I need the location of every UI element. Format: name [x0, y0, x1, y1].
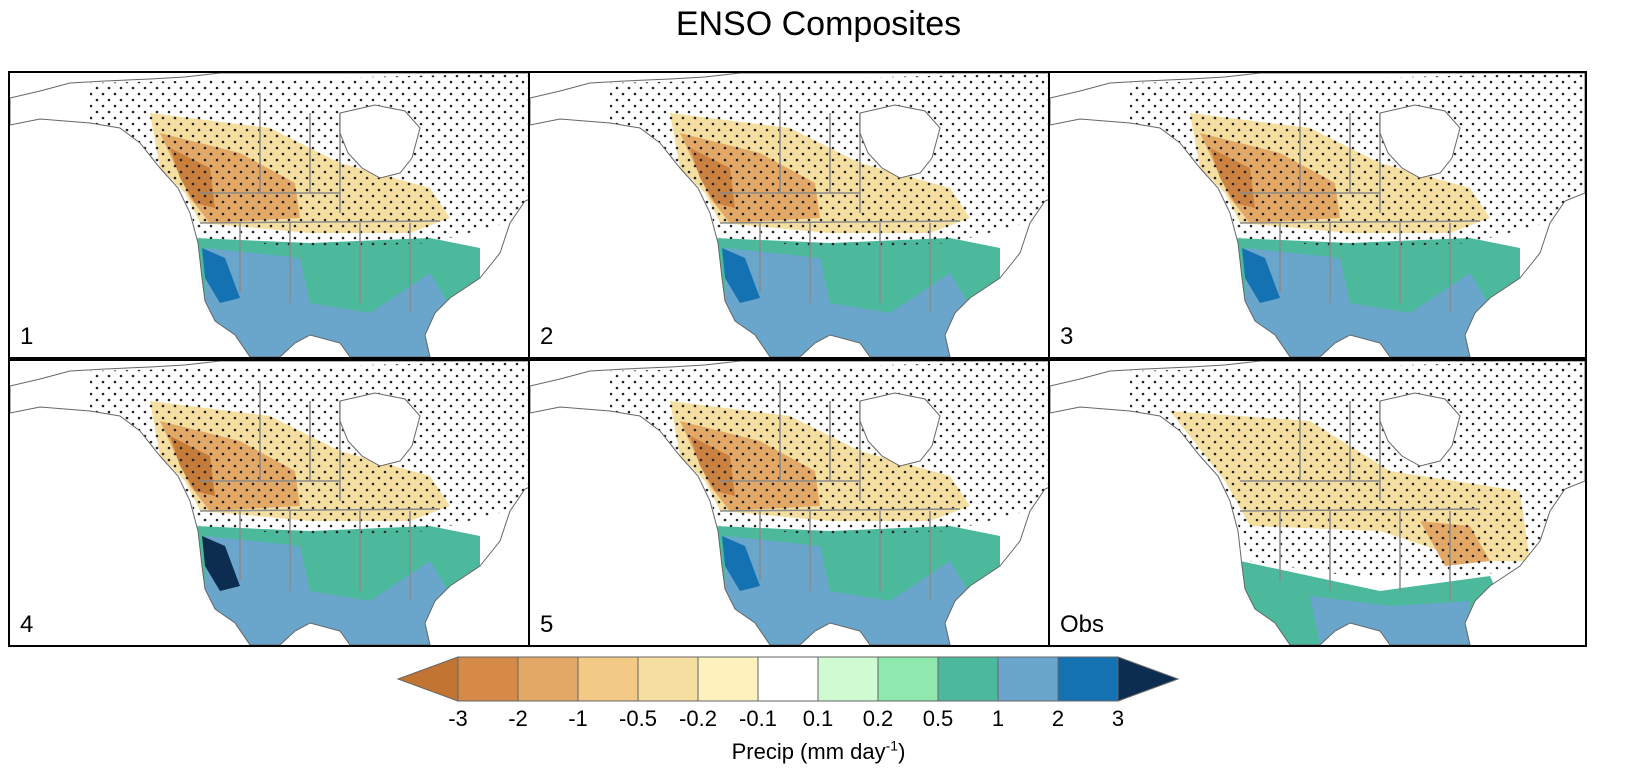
wet-anomaly-core — [725, 536, 980, 645]
colorbar-tick: -2 — [508, 706, 528, 731]
colorbar-tick: -0.5 — [619, 706, 657, 731]
colorbar-swatch — [757, 656, 819, 702]
colorbar-tick: -0.2 — [679, 706, 717, 731]
map-panel-3: 3 — [1048, 71, 1587, 359]
colorbar-swatch — [697, 656, 759, 702]
colorbar-arrow-left — [396, 656, 459, 702]
colorbar-tick: 3 — [1111, 706, 1125, 731]
colorbar-swatch — [457, 656, 519, 702]
political-boundaries — [1239, 93, 1481, 313]
political-boundaries — [719, 93, 961, 313]
colorbar-tick: -0.1 — [739, 706, 777, 731]
precip-map — [1050, 73, 1585, 357]
colorbar-arrow-right — [1117, 656, 1180, 702]
coastline — [530, 361, 1065, 645]
panel-label: 2 — [540, 323, 554, 350]
colorbar-label-main: Precip (mm day — [731, 739, 886, 764]
precip-map — [10, 361, 545, 645]
wet-anomaly-max — [202, 248, 240, 303]
colorbar-tick: -1 — [568, 706, 588, 731]
hudson-bay — [339, 104, 421, 179]
colorbar-tick: 0.5 — [922, 706, 954, 731]
wet-anomaly-core — [725, 248, 980, 357]
panel-label: 5 — [540, 611, 554, 638]
wet-anomaly-core — [1245, 248, 1500, 357]
map-panel-2: 2 — [528, 71, 1067, 359]
colorbar-swatch — [517, 656, 579, 702]
colorbar-ticks: -3 -2 -1 -0.5 -0.2 -0.1 0.1 0.2 0.5 1 2 3 — [0, 706, 1637, 736]
map-panel-5: 5 — [528, 359, 1067, 647]
colorbar-swatch — [577, 656, 639, 702]
colorbar-tick: 0.1 — [802, 706, 834, 731]
precip-map — [530, 73, 1065, 357]
wet-anomaly-core — [205, 248, 460, 357]
colorbar-label-exponent: -1 — [885, 737, 899, 754]
colorbar-label-close: ) — [898, 739, 906, 764]
hudson-bay — [859, 392, 941, 467]
hudson-bay — [1379, 104, 1461, 179]
political-boundaries — [199, 381, 441, 601]
colorbar-swatch — [937, 656, 999, 702]
colorbar-tick: 2 — [1051, 706, 1065, 731]
colorbar-swatch — [877, 656, 939, 702]
map-panel-1: 1 — [8, 71, 547, 359]
coastline — [10, 73, 545, 357]
coastline — [10, 361, 545, 645]
colorbar-swatch — [637, 656, 699, 702]
hudson-bay — [859, 104, 941, 179]
hudson-bay — [339, 392, 421, 467]
panel-label: 1 — [20, 323, 34, 350]
political-boundaries — [1239, 381, 1481, 601]
precip-map — [1050, 361, 1585, 645]
colorbar-label: Precip (mm day-1) — [0, 738, 1637, 766]
wet-anomaly-max — [1242, 248, 1280, 303]
political-boundaries — [199, 93, 441, 313]
stippling — [90, 73, 545, 248]
colorbar-swatch — [997, 656, 1059, 702]
colorbar-swatch — [1057, 656, 1119, 702]
colorbar — [396, 656, 1180, 702]
panel-label: Obs — [1060, 611, 1105, 638]
coastline — [1050, 361, 1585, 645]
panel-label: 4 — [20, 611, 34, 638]
wet-anomaly-max — [722, 248, 760, 303]
hudson-bay — [1379, 392, 1461, 467]
precip-map — [10, 73, 545, 357]
coastline — [530, 73, 1065, 357]
figure-title: ENSO Composites — [675, 5, 962, 43]
wet-anomaly-max — [722, 536, 760, 591]
colorbar-tick: 0.2 — [862, 706, 894, 731]
panel-label: 3 — [1060, 323, 1074, 350]
stippling — [610, 73, 1065, 248]
wet-anomaly-max — [202, 536, 240, 591]
colorbar-tick: 1 — [991, 706, 1005, 731]
stippling — [1130, 73, 1585, 248]
stippling — [610, 361, 1065, 536]
colorbar-tick: -3 — [448, 706, 468, 731]
map-panel-6: Obs — [1048, 359, 1587, 647]
precip-map — [530, 361, 1065, 645]
stippling — [90, 361, 545, 536]
political-boundaries — [719, 381, 961, 601]
stippling — [1130, 361, 1585, 576]
coastline — [1050, 73, 1585, 357]
colorbar-swatch — [817, 656, 879, 702]
wet-anomaly-core — [205, 536, 460, 645]
